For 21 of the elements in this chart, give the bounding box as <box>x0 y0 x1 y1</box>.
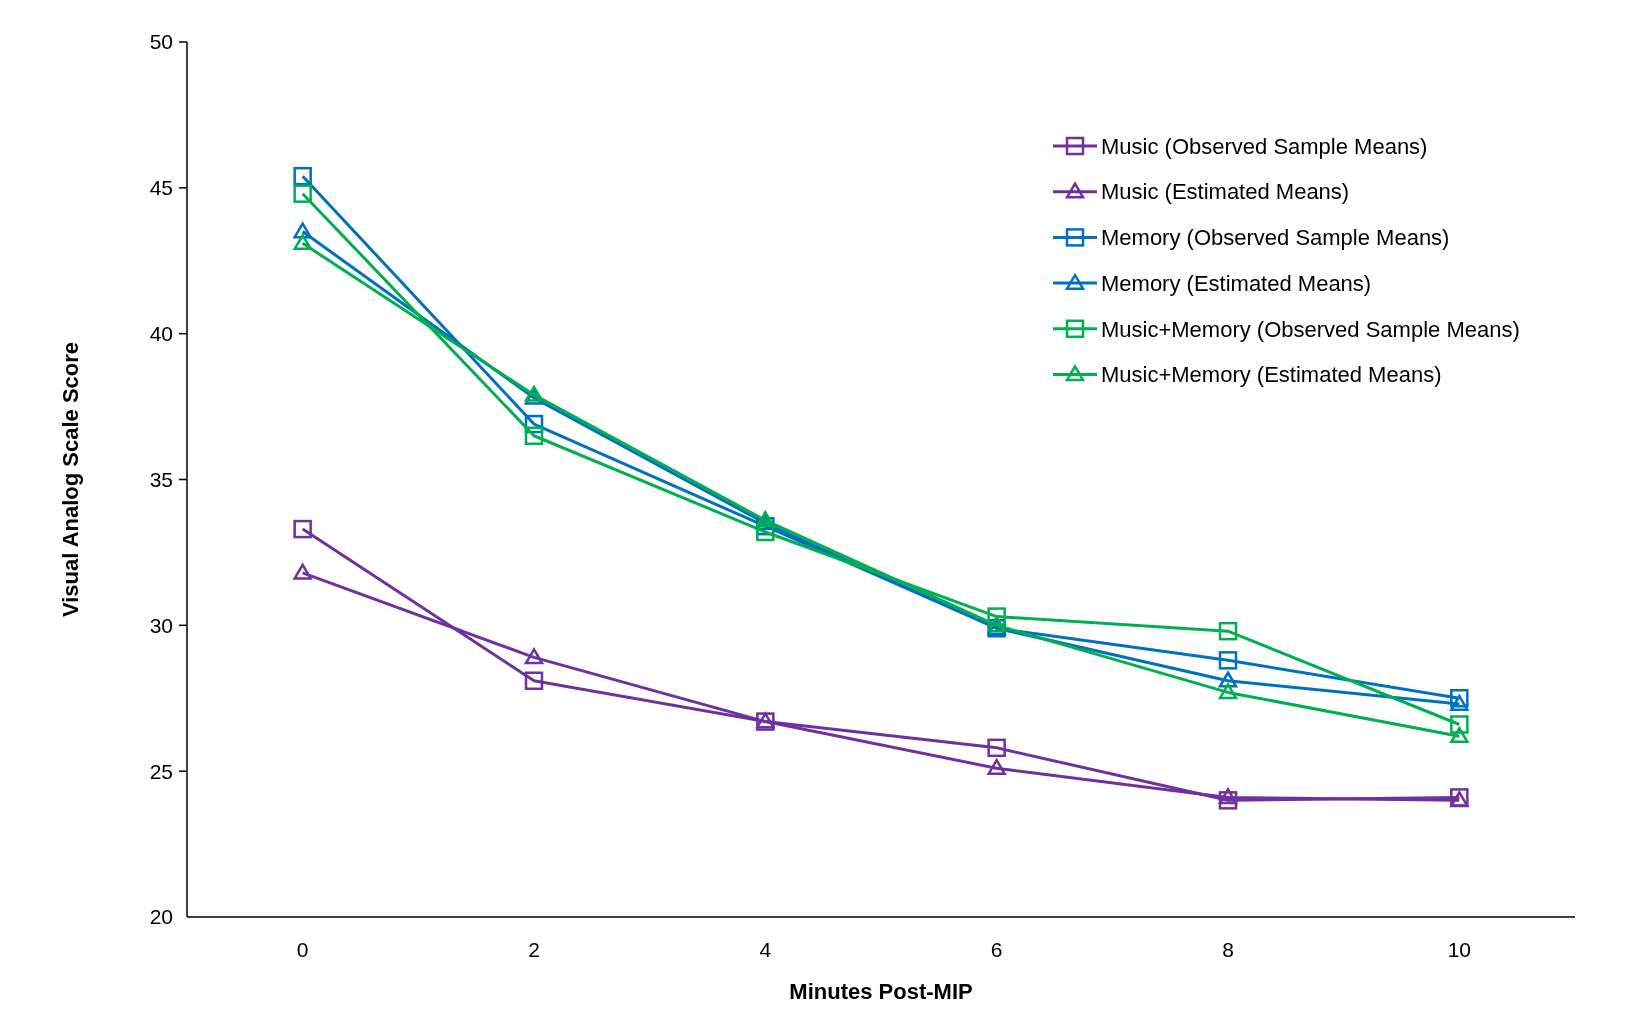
x-axis-title: Minutes Post-MIP <box>789 979 973 1004</box>
x-tick-label: 10 <box>1447 938 1472 961</box>
x-tick-label: 2 <box>528 938 540 961</box>
y-tick-label: 40 <box>149 322 173 346</box>
y-tick-label: 35 <box>149 467 173 491</box>
legend-label: Music (Observed Sample Means) <box>1101 133 1428 159</box>
y-tick-label: 30 <box>149 613 173 637</box>
legend-label: Music (Estimated Means) <box>1101 179 1350 205</box>
y-tick-label: 50 <box>149 30 173 54</box>
x-tick-label: 4 <box>759 938 772 961</box>
legend-label: Memory (Estimated Means) <box>1101 270 1372 296</box>
x-tick-label: 8 <box>1222 938 1234 961</box>
x-tick-label: 0 <box>296 938 309 961</box>
legend-label: Music+Memory (Observed Sample Means) <box>1101 316 1520 342</box>
x-tick-label: 6 <box>990 938 1003 961</box>
y-tick-label: 20 <box>149 905 173 929</box>
legend-label: Music+Memory (Estimated Means) <box>1101 362 1442 388</box>
y-tick-label: 45 <box>149 176 173 200</box>
y-tick-label: 25 <box>149 759 173 783</box>
legend-label: Memory (Observed Sample Means) <box>1101 225 1450 251</box>
y-axis-title: Visual Analog Scale Score <box>58 341 83 618</box>
